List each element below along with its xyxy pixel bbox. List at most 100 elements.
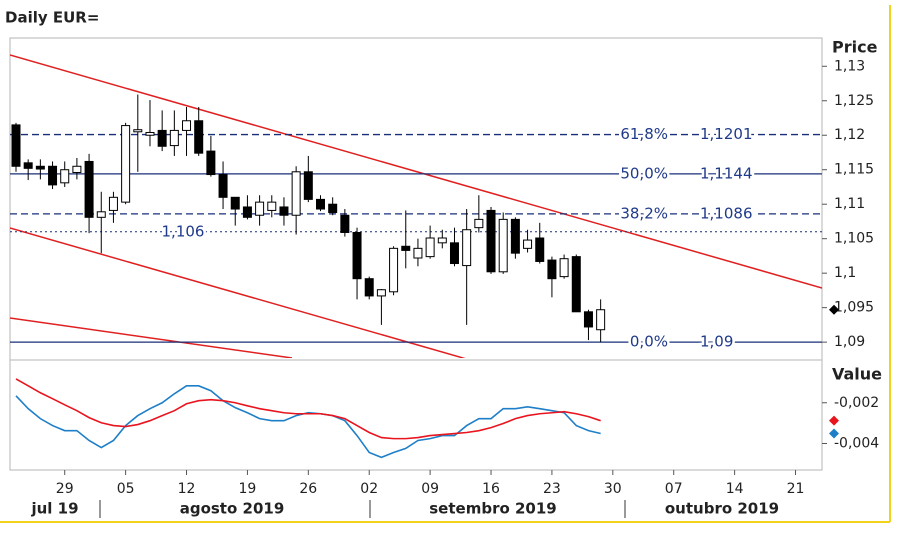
level-value: 1,1144 xyxy=(700,164,753,182)
candle-body xyxy=(279,206,289,216)
y-tick-label: -0,004 xyxy=(834,436,879,452)
candle-body xyxy=(230,196,240,210)
level-label: 38,2% xyxy=(620,204,668,222)
level-value: 1,09 xyxy=(700,333,733,351)
x-tick-label: 23 xyxy=(543,481,561,497)
y-tick-label: 1,11 xyxy=(834,196,865,212)
candle-body xyxy=(498,218,508,273)
y-tick-label: 1,12 xyxy=(834,127,865,143)
candle-body xyxy=(169,129,179,147)
candle-body xyxy=(510,218,520,254)
y-tick-label: 1,095 xyxy=(834,300,874,316)
candle-body xyxy=(316,198,325,210)
candle-body xyxy=(108,196,118,211)
level-label: 0,0% xyxy=(630,333,668,351)
y-tick-label: 1,115 xyxy=(834,162,874,178)
y-tick-label: -0,002 xyxy=(834,395,879,411)
candle-body xyxy=(23,162,33,169)
candle-body xyxy=(133,129,143,133)
candle-body xyxy=(547,259,557,280)
y-tick-label: 1,1 xyxy=(834,265,856,281)
candle-body xyxy=(96,211,106,218)
candle-body xyxy=(48,165,58,186)
candle-body xyxy=(121,125,131,203)
candle-body xyxy=(303,171,313,200)
reference-label: 1,106 xyxy=(162,222,205,240)
month-label: setembro 2019 xyxy=(429,500,557,518)
indicator-line xyxy=(15,385,601,459)
candle-body xyxy=(425,237,435,258)
candle-body xyxy=(194,120,204,154)
x-tick-label: 29 xyxy=(56,481,74,497)
month-label: agosto 2019 xyxy=(180,500,285,518)
candle-body xyxy=(267,201,277,211)
last-value-marker xyxy=(829,415,839,426)
x-tick-label: 21 xyxy=(787,481,805,497)
candle-body xyxy=(413,247,423,259)
level-value: 1,1201 xyxy=(700,125,753,143)
last-price-marker xyxy=(829,304,839,315)
last-value-marker xyxy=(829,428,839,439)
candle-body xyxy=(535,237,545,262)
x-tick-label: 26 xyxy=(299,481,317,497)
y-tick-label: 1,09 xyxy=(834,334,865,350)
candle-body xyxy=(352,231,362,280)
candle-body xyxy=(72,165,82,173)
candle-body xyxy=(11,124,21,167)
x-tick-label: 07 xyxy=(665,481,683,497)
candle-body xyxy=(376,289,386,297)
candle-body xyxy=(206,150,216,176)
x-tick-label: 05 xyxy=(117,481,135,497)
x-tick-label: 19 xyxy=(239,481,257,497)
x-tick-label: 16 xyxy=(482,481,500,497)
candle-body xyxy=(291,171,301,216)
chart-title: Daily EUR= xyxy=(5,9,99,27)
indicator-line xyxy=(15,378,601,440)
level-label: 61,8% xyxy=(620,125,668,143)
candle-body xyxy=(328,203,338,213)
y-tick-label: 1,105 xyxy=(834,231,874,247)
month-label: outubro 2019 xyxy=(665,500,779,518)
candle-body xyxy=(559,258,569,278)
y-axis-title: Price xyxy=(832,38,878,57)
candle-body xyxy=(596,309,606,331)
candle-body xyxy=(84,160,94,218)
candle-body xyxy=(437,237,447,244)
candle-body xyxy=(389,247,399,293)
candle-body xyxy=(157,129,167,147)
level-label: 50,0% xyxy=(620,164,668,182)
candle-body xyxy=(474,218,484,229)
candle-body xyxy=(182,120,192,131)
x-tick-label: 12 xyxy=(178,481,196,497)
trend-line xyxy=(10,54,822,289)
candle-body xyxy=(145,131,155,136)
x-tick-label: 14 xyxy=(726,481,744,497)
y-tick-label: 1,125 xyxy=(834,93,874,109)
candle-body xyxy=(462,229,472,267)
trend-line xyxy=(10,227,466,358)
plot-layer: 1,13 1,125 1,12 1,115 1,11 1,105 1,1 1,095 1,09 -… xyxy=(10,58,879,518)
candle-body xyxy=(571,256,581,313)
x-tick-label: 30 xyxy=(604,481,622,497)
candle-body xyxy=(364,278,374,297)
month-label: jul 19 xyxy=(30,500,78,518)
candle-body xyxy=(486,209,496,273)
y-tick-label: 1,13 xyxy=(834,58,865,74)
candle-body xyxy=(218,174,228,198)
candle-body xyxy=(35,165,45,170)
candle-body xyxy=(449,242,459,265)
level-value: 1,1086 xyxy=(700,204,753,222)
candle-body xyxy=(60,169,70,184)
candle-body xyxy=(523,239,533,249)
candle-body xyxy=(255,201,265,216)
candle-body xyxy=(583,311,593,328)
candle-body xyxy=(242,206,252,218)
y-axis-title: Value xyxy=(832,365,882,384)
trend-line xyxy=(10,317,293,358)
trend-lines xyxy=(10,54,822,358)
x-tick-label: 09 xyxy=(421,481,439,497)
candle-body xyxy=(401,245,411,251)
x-tick-label: 02 xyxy=(360,481,378,497)
candle-body xyxy=(340,214,350,233)
